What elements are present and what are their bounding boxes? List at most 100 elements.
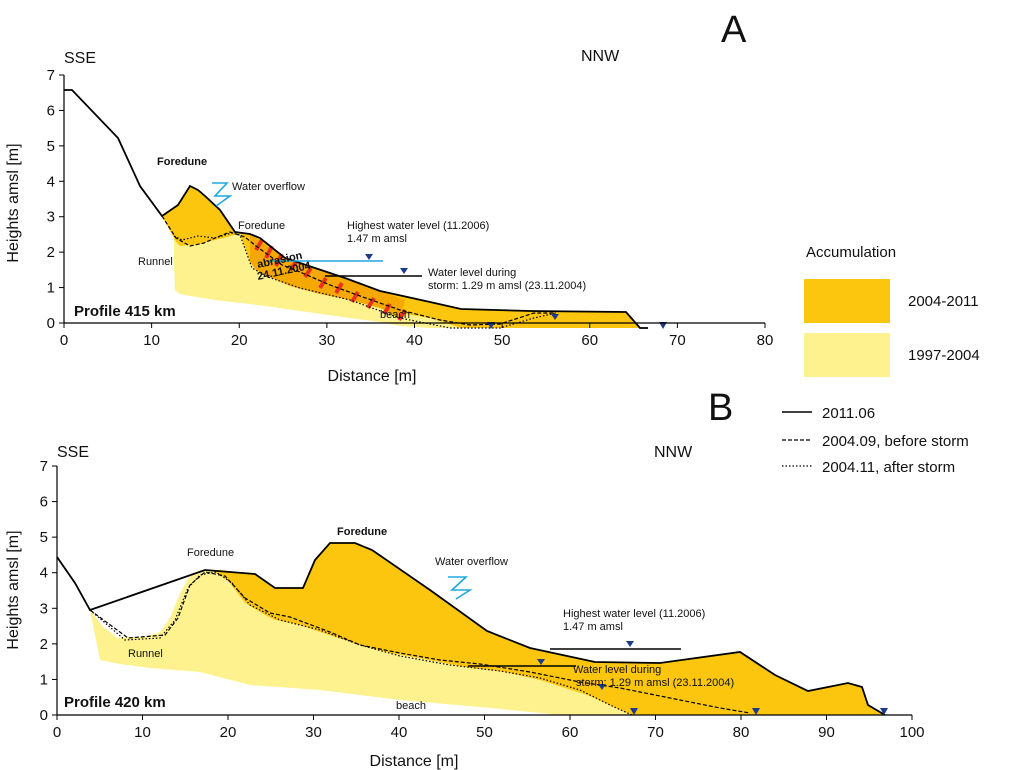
x-tick-label: 20 (220, 724, 237, 741)
shoreline-marker-b1 (598, 684, 606, 690)
legend-label-2004-2011: 2004-2011 (908, 293, 979, 310)
panel-a-profile-label: Profile 415 km (74, 303, 176, 320)
highest-water-marker-b (626, 641, 634, 647)
shoreline-marker-b3 (752, 708, 760, 715)
x-tick-label: 50 (494, 332, 511, 349)
x-tick-label: 0 (53, 724, 61, 741)
panel-b-foredune-label-2: Foredune (337, 526, 387, 538)
x-tick-label: 40 (406, 332, 423, 349)
y-tick-label: 5 (40, 529, 48, 546)
highest-water-marker (365, 254, 373, 260)
accumulation-1997-2004-area-b (90, 571, 632, 715)
y-tick-label: 5 (47, 138, 55, 155)
water-overflow-icon-b (448, 576, 473, 600)
y-tick-label: 4 (47, 173, 55, 190)
y-tick-label: 6 (40, 494, 48, 511)
panel-b-profile-label: Profile 420 km (64, 694, 166, 711)
panel-b-storm-water-value: storm: 1.29 m amsl (23.11.2004) (576, 677, 734, 689)
y-tick-label: 0 (47, 315, 55, 332)
x-tick-label: 60 (581, 332, 598, 349)
panel-b-runnel-label: Runnel (128, 648, 163, 660)
x-tick-label: 100 (899, 724, 924, 741)
profile-2004-09-line (161, 215, 556, 326)
x-tick-label: 40 (391, 724, 408, 741)
y-tick-label: 6 (47, 102, 55, 119)
profile-2004-11-line-b (89, 571, 633, 716)
y-tick-label: 3 (40, 600, 48, 617)
profile-2011-line-b (56, 542, 886, 716)
y-tick-label: 4 (40, 565, 48, 582)
panel-a-ticks: 0 10 20 30 40 50 60 70 80 0 1 2 3 4 5 6 7 (47, 67, 774, 349)
x-tick-label: 30 (305, 724, 322, 741)
panel-b-highest-water-value: 1.47 m amsl (563, 621, 623, 633)
accumulation-2004-2011-area-b (205, 543, 885, 715)
panel-a-runnel-label: Runnel (138, 256, 173, 268)
legend-label-2004-09: 2004.09, before storm (822, 433, 969, 450)
y-tick-label: 3 (47, 209, 55, 226)
x-tick-label: 80 (757, 332, 774, 349)
storm-water-marker-b (537, 659, 545, 665)
panel-a-foredune-label: Foredune (157, 156, 207, 168)
panel-a: 0 10 20 30 40 50 60 70 80 0 1 2 3 4 5 6 7 A SSE NNW Heig… (5, 9, 773, 385)
panel-b-ticks: 0 10 20 30 40 50 60 70 80 90 100 0 1 2 3 4 5 6 7 (40, 458, 925, 741)
x-tick-label: 0 (60, 332, 68, 349)
panel-a-highest-water-label: Highest water level (11.2006) (347, 220, 489, 232)
water-overflow-icon (212, 182, 233, 207)
profile-2011-line (64, 89, 648, 329)
y-tick-label: 2 (40, 636, 48, 653)
panel-b-direction-left: SSE (57, 444, 89, 461)
x-tick-label: 20 (231, 332, 248, 349)
x-tick-label: 10 (134, 724, 151, 741)
y-tick-label: 7 (47, 67, 55, 84)
panel-b-xlabel: Distance [m] (370, 753, 459, 770)
panel-b-foredune-label: Foredune (187, 547, 234, 559)
panel-b-beach-label: beach (396, 700, 426, 712)
y-tick-label: 1 (40, 671, 48, 688)
x-tick-label: 70 (669, 332, 686, 349)
panel-b-ylabel: Heights amsl [m] (5, 530, 22, 649)
panel-a-highest-water-value: 1.47 m amsl (347, 233, 407, 245)
panel-a-foredune-label-2: Foredune (238, 220, 285, 232)
x-tick-label: 10 (143, 332, 160, 349)
panel-a-letter: A (721, 9, 747, 51)
legend-swatch-2004-2011 (804, 279, 890, 323)
legend: Accumulation 2004-2011 1997-2004 2011.06… (782, 244, 980, 476)
x-tick-label: 80 (733, 724, 750, 741)
legend-label-1997-2004: 1997-2004 (908, 347, 980, 364)
accumulation-1997-2004-area (174, 233, 461, 328)
panel-a-ylabel: Heights amsl [m] (5, 143, 22, 262)
shoreline-marker-1 (487, 322, 495, 329)
x-tick-label: 50 (476, 724, 493, 741)
x-tick-label: 30 (319, 332, 336, 349)
y-tick-label: 0 (40, 707, 48, 724)
shoreline-marker-2 (551, 314, 559, 320)
panel-b-letter: B (708, 387, 733, 429)
panel-b-storm-water-label: Water level during (573, 664, 661, 676)
shoreline-marker-b4 (880, 708, 888, 715)
panel-a-direction-left: SSE (64, 50, 96, 67)
panel-b-water-overflow-label: Water overflow (435, 556, 508, 568)
panel-b-highest-water-label: Highest water level (11.2006) (563, 608, 705, 620)
x-tick-label: 70 (647, 724, 664, 741)
panel-b-direction-right: NNW (654, 444, 693, 461)
profile-2004-09-line-b (89, 571, 751, 714)
legend-accumulation-title: Accumulation (806, 244, 896, 261)
legend-swatch-1997-2004 (804, 333, 890, 377)
panel-a-beach-label: beach (380, 309, 410, 321)
panel-a-water-overflow-label: Water overflow (232, 181, 305, 193)
y-tick-label: 7 (40, 458, 48, 475)
shoreline-marker-3 (659, 322, 667, 329)
x-tick-label: 90 (818, 724, 835, 741)
y-tick-label: 1 (47, 280, 55, 297)
legend-label-2011: 2011.06 (822, 405, 875, 422)
x-tick-label: 60 (562, 724, 579, 741)
panel-a-storm-water-value: storm: 1.29 m amsl (23.11.2004) (428, 280, 586, 292)
panel-a-direction-right: NNW (581, 48, 620, 65)
shoreline-marker-b2 (630, 708, 638, 715)
storm-water-marker (400, 268, 408, 274)
legend-label-2004-11: 2004.11, after storm (822, 459, 955, 476)
y-tick-label: 2 (47, 244, 55, 261)
panel-a-storm-water-label: Water level during (428, 267, 516, 279)
panel-a-xlabel: Distance [m] (328, 368, 417, 385)
